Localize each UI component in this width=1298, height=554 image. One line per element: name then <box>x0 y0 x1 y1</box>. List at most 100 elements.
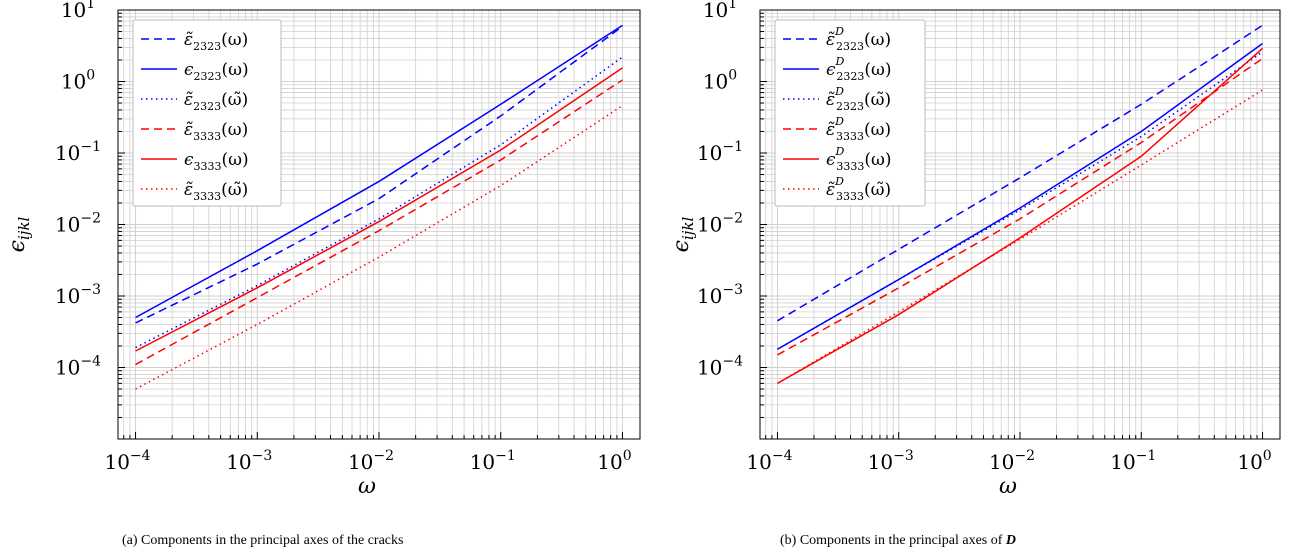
y-tick-label: 10−4 <box>697 354 743 380</box>
legend-entry: ϵ2323(ω) <box>184 60 249 83</box>
legend-subscript: 3333 <box>836 160 864 173</box>
tick-exponent: −2 <box>1014 448 1035 464</box>
legend-subscript: 3333 <box>836 130 864 143</box>
chart-panel-b: 10−4 10−3 10−2 10−1 10010−410−310−210−110010… <box>669 0 1281 548</box>
legend-symbol: ε̃ <box>184 120 193 140</box>
tick-base: 10 <box>55 356 80 380</box>
legend-symbol: ε̃ <box>826 90 835 110</box>
y-tick-label: 10−1 <box>55 139 101 165</box>
x-tick-label: 100 <box>1237 448 1271 474</box>
tick-base: 10 <box>989 450 1014 474</box>
tick-exponent: 0 <box>1263 448 1272 464</box>
y-axis-label-subscript: ijkl <box>679 216 697 240</box>
x-axis-label: ω <box>358 474 376 499</box>
panel-caption: (a) Components in the principal axes of … <box>122 533 403 548</box>
legend-argument: (ω) <box>864 120 891 140</box>
legend-subscript: 3333 <box>193 130 221 143</box>
legend-argument: (ω) <box>221 120 248 140</box>
tick-base: 10 <box>697 284 722 308</box>
legend-symbol: ε̃ <box>826 180 835 200</box>
legend-entry: ϵ3333(ω) <box>184 150 249 173</box>
legend-symbol: ε̃ <box>184 180 193 200</box>
legend-subscript: 3333 <box>836 190 864 203</box>
y-axis-label: ϵijkl <box>5 216 33 252</box>
tick-exponent: 1 <box>728 0 737 12</box>
legend-argument: (ω̃) <box>221 90 248 110</box>
tick-exponent: −2 <box>722 211 743 227</box>
legend-superscript: D <box>834 85 844 98</box>
legend-entry: ϵD 3333(ω) <box>826 145 892 173</box>
y-tick-label: 101 <box>703 0 737 22</box>
legend-subscript: 2323 <box>194 70 222 83</box>
legend-symbol: ε̃ <box>826 30 835 50</box>
tick-exponent: −1 <box>495 448 516 464</box>
series-line-4 <box>777 47 1264 385</box>
legend: ε̃D 2323(ω)ϵD 2323(ω)ε̃D 2323(ω̃)ε̃D 3333(ω)… <box>774 19 926 207</box>
y-tick-label: 10−2 <box>697 211 743 237</box>
y-tick-label: 10−3 <box>55 282 101 308</box>
legend-symbol: ϵ <box>826 60 836 80</box>
series-line-3 <box>135 79 623 366</box>
x-tick-label: 10−1 <box>1110 448 1156 474</box>
legend-argument: (ω̃) <box>864 90 891 110</box>
tick-base: 10 <box>226 450 251 474</box>
legend-argument: (ω) <box>864 150 891 170</box>
series-line-4 <box>135 67 623 352</box>
tick-base: 10 <box>703 70 728 94</box>
caption-text: (b) Components in the principal axes of <box>780 533 1006 548</box>
tick-base: 10 <box>55 141 80 165</box>
series-line-0 <box>777 24 1263 322</box>
y-tick-label: 100 <box>61 68 95 94</box>
tick-exponent: −3 <box>893 448 914 464</box>
tick-exponent: −4 <box>722 354 743 370</box>
tick-exponent: −3 <box>80 282 101 298</box>
legend-entry: ε̃3333(ω) <box>184 120 248 143</box>
y-tick-label: 10−1 <box>697 139 743 165</box>
legend-entry: ε̃D 3333(ω) <box>826 115 891 143</box>
tick-base: 10 <box>470 450 495 474</box>
tick-base: 10 <box>55 213 80 237</box>
legend-entry: ε̃2323(ω) <box>184 30 248 53</box>
tick-base: 10 <box>868 450 893 474</box>
legend-subscript: 2323 <box>836 70 864 83</box>
legend-entry: ε̃3333(ω̃) <box>184 180 248 203</box>
tick-base: 10 <box>697 213 722 237</box>
legend-symbol: ϵ <box>184 60 194 80</box>
legend: ε̃2323(ω)ϵ2323(ω)ε̃2323(ω̃)ε̃3333(ω)ϵ333… <box>132 19 282 207</box>
legend-symbol: ε̃ <box>184 90 193 110</box>
tick-base: 10 <box>597 450 622 474</box>
x-tick-label: 10−3 <box>226 448 272 474</box>
legend-symbol: ϵ <box>826 150 836 170</box>
x-tick-label: 10−1 <box>470 448 516 474</box>
legend-subscript: 3333 <box>193 190 221 203</box>
tick-exponent: −3 <box>722 282 743 298</box>
series-line-3 <box>777 57 1263 356</box>
legend-entry: ε̃D 2323(ω) <box>826 25 891 53</box>
tick-exponent: −1 <box>1136 448 1157 464</box>
series-lines <box>135 24 623 390</box>
legend-symbol: ε̃ <box>826 120 835 140</box>
legend-symbol: ε̃ <box>184 30 193 50</box>
tick-exponent: 1 <box>86 0 95 12</box>
legend-argument: (ω̃) <box>864 180 891 200</box>
y-tick-label: 10−2 <box>55 211 101 237</box>
tick-base: 10 <box>703 0 728 22</box>
y-axis-label-symbol: ϵ <box>5 240 30 252</box>
caption-text: (a) Components in the principal axes of … <box>122 533 403 548</box>
y-tick-label: 10−4 <box>55 354 101 380</box>
x-axis-label: ω <box>999 474 1017 499</box>
series-line-2 <box>135 56 623 349</box>
x-tick-label: 10−2 <box>989 448 1035 474</box>
legend-superscript: D <box>834 115 844 128</box>
tick-exponent: −4 <box>772 448 793 464</box>
series-line-0 <box>135 25 623 324</box>
x-tick-label: 10−4 <box>746 448 792 474</box>
legend-superscript: D <box>835 55 845 68</box>
legend-superscript: D <box>834 25 844 38</box>
legend-argument: (ω) <box>864 60 891 80</box>
chart-panel-a: 10−4 10−3 10−2 10−1 10010−410−310−210−110010… <box>5 0 641 548</box>
legend-superscript: D <box>834 175 844 188</box>
tick-base: 10 <box>348 450 373 474</box>
tick-exponent: −4 <box>130 448 151 464</box>
